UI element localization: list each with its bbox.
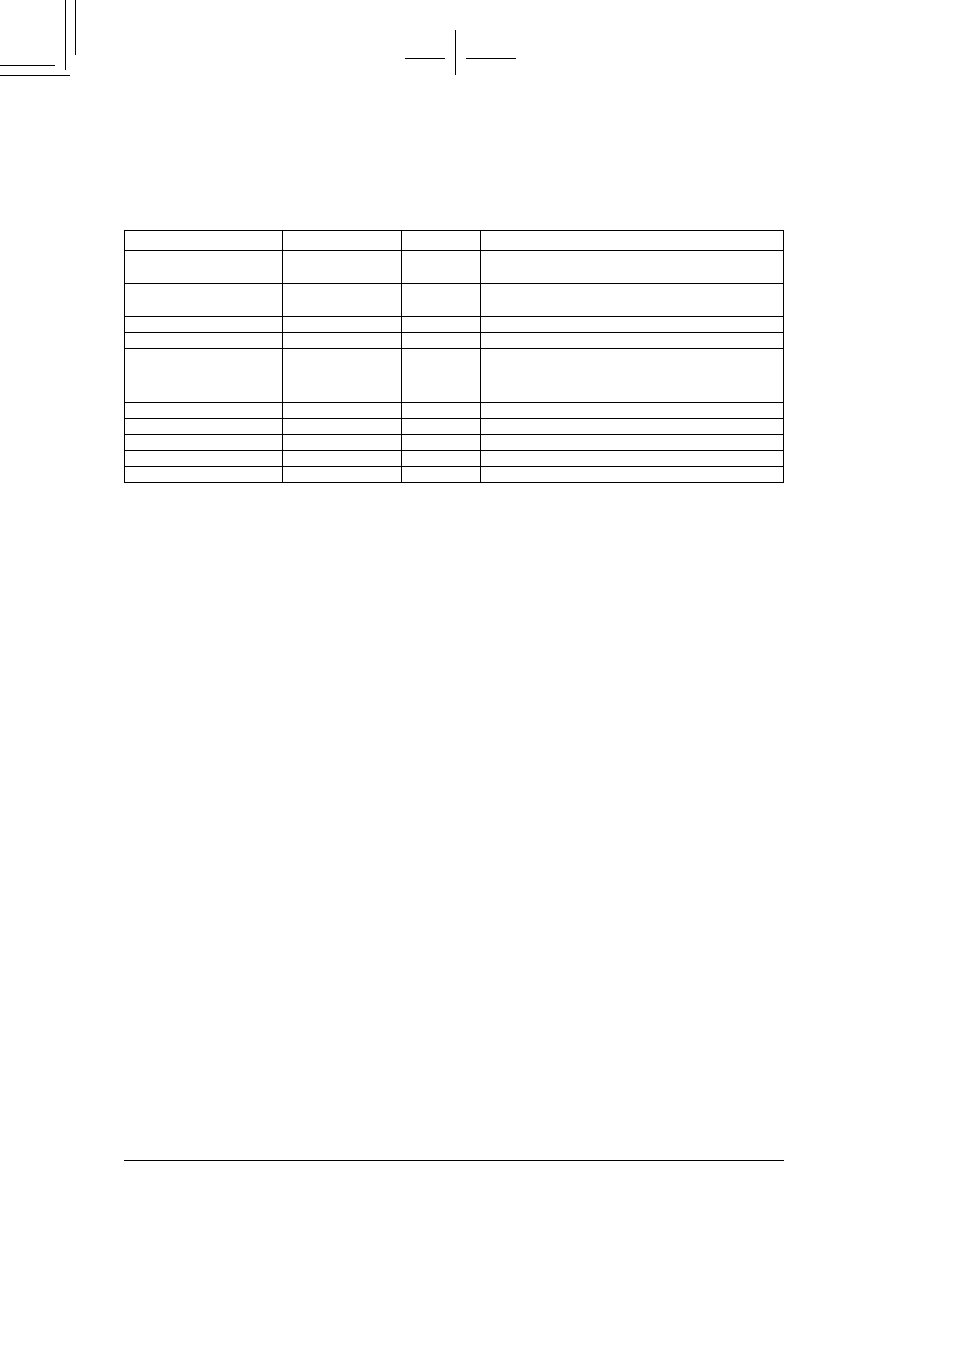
table-cell [480, 435, 783, 451]
table-cell [283, 251, 402, 284]
table-row [125, 231, 784, 251]
data-table [124, 230, 784, 483]
table-cell [283, 349, 402, 403]
table-row [125, 451, 784, 467]
table-row [125, 349, 784, 403]
table-cell [401, 333, 480, 349]
table-cell [401, 435, 480, 451]
table-cell [480, 419, 783, 435]
table-row [125, 435, 784, 451]
table-cell [283, 451, 402, 467]
table-cell [125, 231, 283, 251]
table-cell [283, 435, 402, 451]
table-cell [401, 467, 480, 483]
table-cell [401, 349, 480, 403]
table-cell [480, 317, 783, 333]
table-cell [401, 451, 480, 467]
table-cell [125, 333, 283, 349]
table-cell [401, 403, 480, 419]
table-cell [125, 419, 283, 435]
table-cell [125, 317, 283, 333]
table-cell [480, 251, 783, 284]
table-cell [480, 231, 783, 251]
table-cell [283, 317, 402, 333]
table-cell [480, 451, 783, 467]
table-row [125, 333, 784, 349]
table-cell [125, 467, 283, 483]
table-cell [401, 284, 480, 317]
table-cell [283, 467, 402, 483]
footer-rule [124, 1160, 784, 1161]
table-cell [480, 403, 783, 419]
table-cell [401, 251, 480, 284]
table-cell [125, 349, 283, 403]
table-row [125, 251, 784, 284]
table-cell [283, 403, 402, 419]
table-row [125, 419, 784, 435]
table-row [125, 403, 784, 419]
table-cell [480, 284, 783, 317]
table-row [125, 467, 784, 483]
table-cell [125, 451, 283, 467]
table-row [125, 284, 784, 317]
table-cell [283, 231, 402, 251]
table-cell [480, 349, 783, 403]
table-cell [283, 333, 402, 349]
table-cell [283, 284, 402, 317]
table-cell [125, 251, 283, 284]
table-row [125, 317, 784, 333]
table-cell [125, 284, 283, 317]
page-content [124, 230, 784, 483]
table-cell [125, 435, 283, 451]
table-cell [401, 231, 480, 251]
table-cell [283, 419, 402, 435]
table-cell [480, 467, 783, 483]
table-cell [480, 333, 783, 349]
table-cell [401, 419, 480, 435]
table-cell [125, 403, 283, 419]
table-cell [401, 317, 480, 333]
